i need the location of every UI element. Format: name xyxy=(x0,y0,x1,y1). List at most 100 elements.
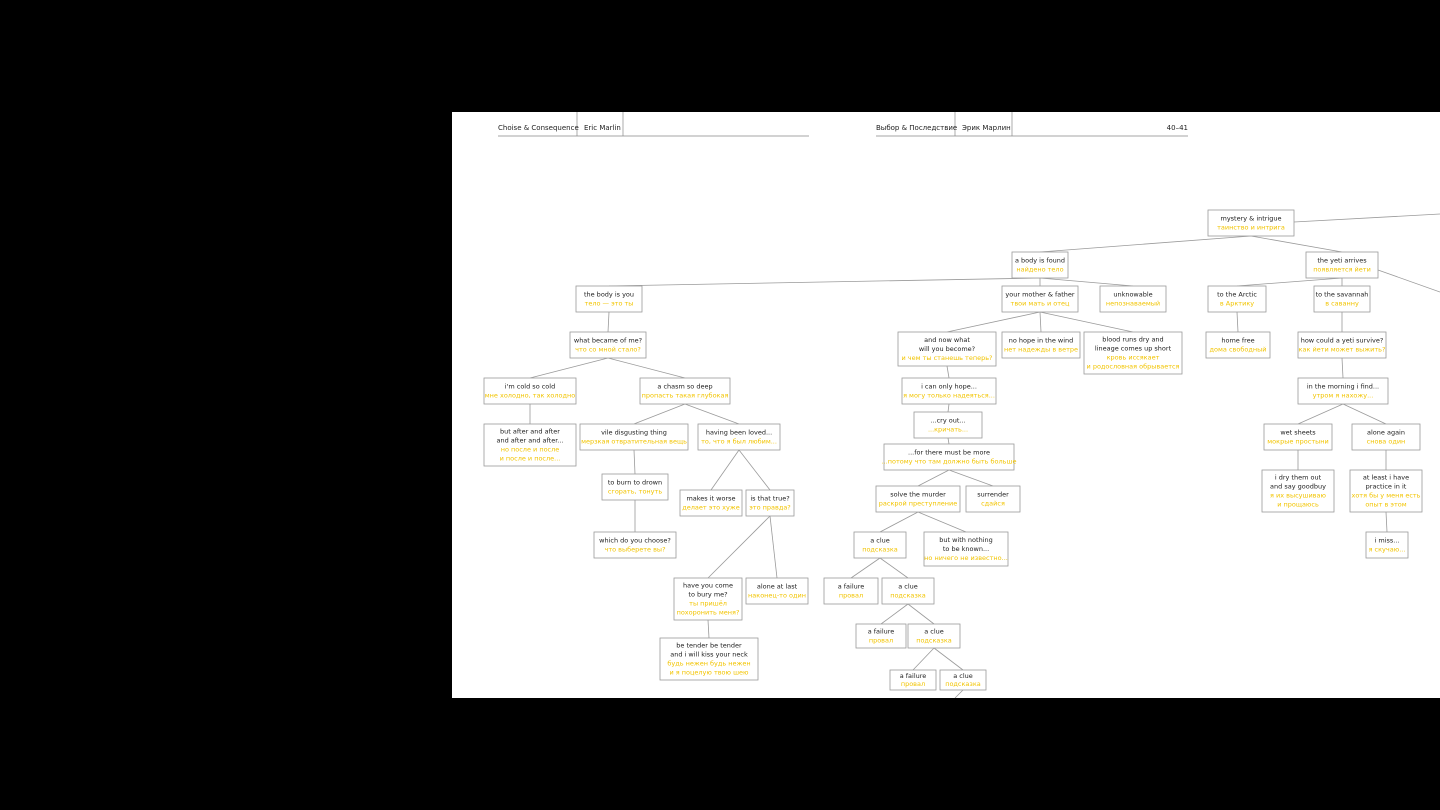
node-box xyxy=(901,377,997,405)
node-label-ru: нет надежды в ветре xyxy=(1004,346,1078,354)
header-title: Выбор & Последствие xyxy=(876,124,957,132)
node-box xyxy=(483,377,577,405)
node-label-en: i can only hope... xyxy=(921,383,977,391)
edge xyxy=(1039,311,1042,333)
node-box xyxy=(853,531,907,559)
node-label-ru: как йети может выжить? xyxy=(1299,346,1386,354)
edge xyxy=(1293,213,1440,223)
node-box xyxy=(1263,423,1333,451)
edge xyxy=(633,403,686,425)
node-label-en: to the Arctic xyxy=(1217,291,1257,299)
node-label-ru: утром я нахожу... xyxy=(1313,392,1374,400)
node-box xyxy=(1001,331,1081,359)
node-label-en: and after and after... xyxy=(496,437,563,445)
header-author: Эрик Марлин xyxy=(962,124,1011,132)
node-label-ru: подсказка xyxy=(945,680,981,688)
node: what became of me?что со мной стало? xyxy=(569,331,647,359)
node-box xyxy=(579,423,689,451)
node-label-en: practice in it xyxy=(1366,483,1407,491)
node-box xyxy=(1313,285,1371,313)
edge xyxy=(1297,403,1344,425)
node-label-en: wet sheets xyxy=(1280,429,1316,437)
node-label-en: and i will kiss your neck xyxy=(670,651,748,659)
node-label-en: solve the murder xyxy=(890,491,946,499)
node-label-ru: что со мной стало? xyxy=(575,346,641,354)
node-label-ru: дома свободный xyxy=(1210,346,1267,354)
edge xyxy=(1236,311,1239,333)
page-numbers: 40–41 xyxy=(1167,124,1188,132)
node-label-en: lineage comes up short xyxy=(1095,345,1172,353)
node-label-en: the body is you xyxy=(584,291,634,299)
node-label-en: ...for there must be more xyxy=(908,449,990,457)
node-label-ru: в Арктику xyxy=(1220,300,1254,308)
node-label-ru: в саванну xyxy=(1325,300,1359,308)
node: having been loved...то, что я был любим.… xyxy=(697,423,781,451)
edge xyxy=(684,403,740,425)
node-box xyxy=(1207,209,1295,237)
node-label-ru: и прощаюсь xyxy=(1277,501,1319,509)
node-box xyxy=(745,489,795,517)
node-box xyxy=(697,423,781,451)
node-label-en: which do you choose? xyxy=(599,537,671,545)
node-label-en: a failure xyxy=(900,672,927,680)
node-label-ru: пропасть такая глубокая xyxy=(642,392,729,400)
node-box xyxy=(745,577,809,605)
edge xyxy=(1250,235,1343,253)
node-label-en: at least i have xyxy=(1363,474,1409,482)
edge xyxy=(947,403,950,413)
node-label-en: a clue xyxy=(953,672,973,680)
node-label-ru: появляется йети xyxy=(1313,266,1371,274)
edge xyxy=(1342,403,1387,425)
node-box xyxy=(1261,469,1335,513)
edges xyxy=(529,213,1440,698)
node-label-en: unknowable xyxy=(1113,291,1152,299)
edge xyxy=(954,689,964,698)
node-label-en: will you become? xyxy=(919,345,975,353)
node-label-en: what became of me? xyxy=(574,337,642,345)
node-label-en: makes it worse xyxy=(686,495,735,503)
node-label-en: and say goodbuy xyxy=(1270,483,1326,491)
node-box xyxy=(1351,423,1421,451)
node-label-ru: подсказка xyxy=(862,546,898,554)
edge xyxy=(880,603,909,625)
node: i can only hope...я могу только надеятьс… xyxy=(901,377,997,405)
node-label-ru: и родословная обрывается xyxy=(1087,363,1180,371)
node-label-en: to bury me? xyxy=(688,591,727,599)
node-label-ru: подсказка xyxy=(916,637,952,645)
edge xyxy=(1385,511,1388,533)
edge xyxy=(1236,277,1343,287)
node-label-ru: ты пришёл xyxy=(689,600,727,608)
node-label-en: the yeti arrives xyxy=(1317,257,1367,265)
edge xyxy=(907,603,935,625)
node-label-ru: опыт в этом xyxy=(1365,501,1406,509)
node-label-ru: провал xyxy=(901,680,925,688)
node-box xyxy=(875,485,961,513)
edge xyxy=(947,437,950,445)
node-box xyxy=(1297,377,1389,405)
node-label-ru: кровь иссякает xyxy=(1107,354,1160,362)
node-box xyxy=(1365,531,1409,559)
node-label-ru: провал xyxy=(869,637,893,645)
node-box xyxy=(1083,331,1183,375)
edge xyxy=(607,357,686,379)
